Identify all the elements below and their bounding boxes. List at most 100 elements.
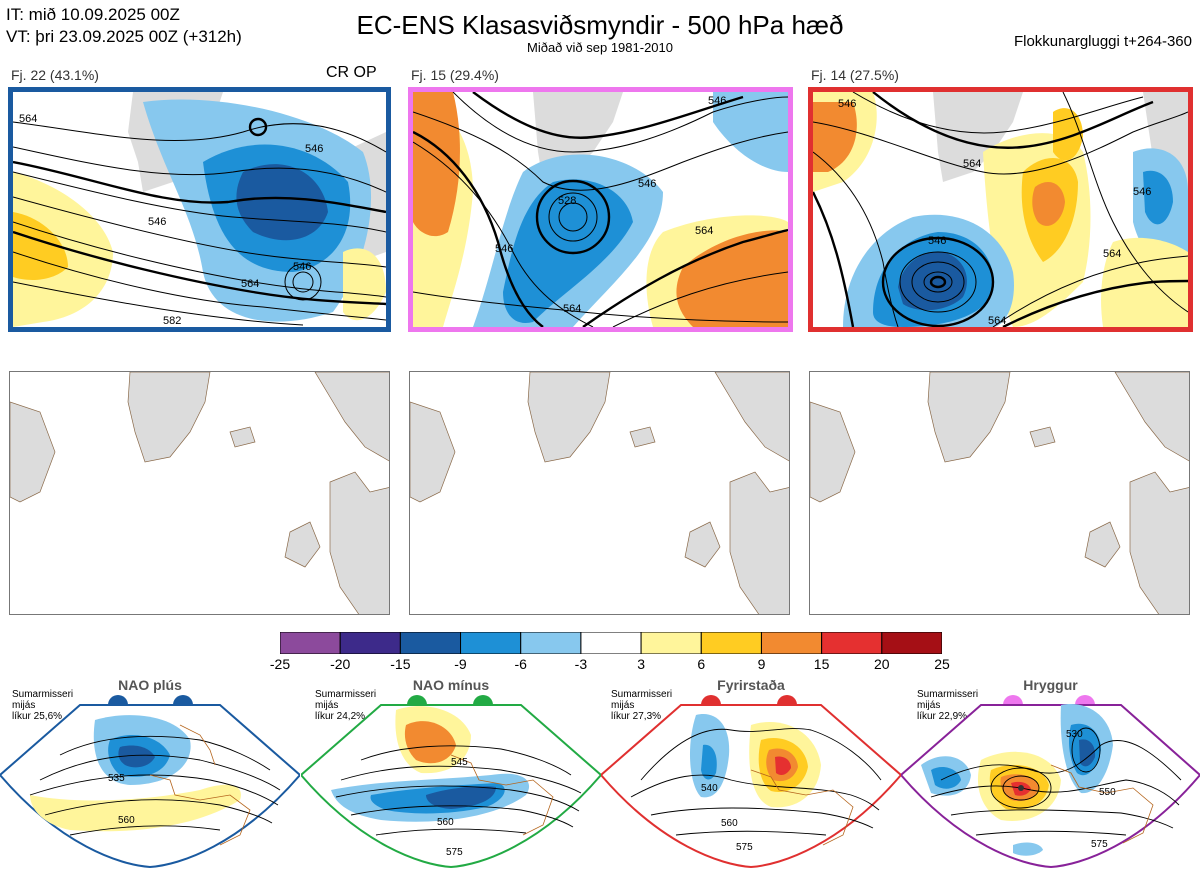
contour-label: 535 [108,773,125,784]
colorbar-segment [520,631,582,655]
regime-probability: líkur 27,3% [611,711,662,722]
colorbar-tick-label: 20 [874,656,890,672]
colorbar-tick-label: 3 [637,656,645,672]
regime-period: mijás [611,700,635,711]
contour-label: 564 [1103,248,1121,260]
contour-label: 546 [638,178,656,190]
regime-probability: líkur 22,9% [917,711,968,722]
regime-map-2: 545 560 575 [301,704,601,869]
regime-map-4: 530 550 575 [901,704,1200,869]
colorbar-segment [881,631,943,655]
colorbar-tick-label: -25 [269,656,291,672]
contour-label: 546 [148,216,166,228]
regime-period: mijás [315,700,339,711]
cluster-map-3: 546 564 546 564 546 564 [808,87,1193,332]
base-map-2 [409,371,790,615]
regime-probability: líkur 25,6% [12,711,63,722]
colorbar-segment [399,631,462,655]
regime-ridge: Sumarmisseri mijás líkur 22,9% Hryggur [901,675,1200,871]
cluster-map-1: 564 546 546 564 546 582 [8,87,391,332]
cluster-caption: Fj. 14 (27.5%) [811,67,899,83]
regime-map-1: 535 560 [0,704,300,869]
window-label: Flokkunargluggi t+264-360 [1013,33,1192,50]
regime-nao-minus: Sumarmisseri mijás líkur 24,2% NAO mínus [301,675,601,871]
contour-label: 564 [695,225,713,237]
colorbar-svg [279,631,943,655]
colorbar-tick-label: 9 [757,656,766,672]
regime-name: Fyrirstaða [717,677,785,693]
contour-label: 546 [305,143,323,155]
page-subtitle: Miðað við sep 1981-2010 [527,40,673,55]
contour-label: 582 [163,315,181,327]
colorbar-segment [580,631,642,655]
cluster-map-3-svg: 546 564 546 564 546 564 [813,92,1188,327]
contour-label: 546 [495,243,513,255]
regime-name: Hryggur [1023,677,1078,693]
regime-blocking: Sumarmisseri mijás líkur 27,3% Fyrirstað… [601,675,901,871]
contour-label: 560 [118,815,135,826]
colorbar-segment [760,631,823,655]
regime-name: NAO mínus [412,677,490,693]
base-map-3-svg [810,372,1189,614]
colorbar-tick-label: -9 [454,656,467,672]
base-map-3 [809,371,1190,615]
contour-label: 546 [708,95,726,107]
contour-label: 546 [838,98,856,110]
contour-label: 564 [19,113,37,125]
contour-label: 564 [963,158,981,170]
colorbar-tick-label: -15 [390,656,411,672]
contour-label: 528 [558,195,576,207]
contour-label: 575 [736,842,753,853]
page-title: EC-ENS Klasasviðsmyndir - 500 hPa hæð [356,10,844,40]
contour-label: 540 [701,783,718,794]
vt-line: VT: þri 23.09.2025 00Z (+312h) [6,27,242,46]
colorbar-segment [339,631,401,655]
cluster-map-1-svg: 564 546 546 564 546 582 [13,92,386,327]
regime-period: mijás [917,700,941,711]
colorbar-tick-label: 25 [934,656,950,672]
colorbar-segment [640,631,702,655]
contour-label: 575 [446,847,463,858]
regime-probability: líkur 24,2% [315,711,366,722]
colorbar-tick-label: -6 [514,656,527,672]
regime-season: Sumarmisseri [611,689,673,700]
colorbar-segment [279,631,341,655]
regime-map-3: 540 560 575 [601,704,901,869]
regime-period: mijás [12,700,36,711]
base-map-1-svg [10,372,389,614]
colorbar-segment [700,631,762,655]
base-map-1 [9,371,390,615]
contour-label: 546 [1133,186,1151,198]
contour-label: 545 [451,757,468,768]
colorbar-tick-label: 6 [697,656,706,672]
colorbar-tick-label: 15 [813,656,830,672]
cluster-marker: CR OP [326,64,377,81]
colorbar-segment [460,631,522,655]
contour-label: 530 [1066,729,1083,740]
contour-label: 564 [988,315,1006,327]
contour-label: 546 [928,235,946,247]
colorbar [279,631,943,655]
regime-nao-plus: Sumarmisseri mijás líkur 25,6% NAO plús [0,675,300,871]
cluster-map-2: 528 546 546 564 564 546 [408,87,793,332]
contour-label: 550 [1099,787,1116,798]
it-line: IT: mið 10.09.2025 00Z [6,5,180,24]
colorbar-segment [821,631,883,655]
header-info: IT: mið 10.09.2025 00Z VT: þri 23.09.202… [6,4,242,48]
regime-season: Sumarmisseri [12,689,74,700]
contour-label: 560 [721,818,738,829]
cluster-caption: Fj. 15 (29.4%) [411,67,499,83]
contour-label: 575 [1091,839,1108,850]
contour-label: 564 [241,278,259,290]
colorbar-tick-label: -20 [330,656,351,672]
contour-label: 546 [293,261,311,273]
contour-label: 560 [437,817,454,828]
regime-name: NAO plús [118,677,182,693]
regime-season: Sumarmisseri [917,689,979,700]
colorbar-ticks: -25 -20 -15 -9 -6 -3 3 6 9 15 20 25 [260,656,962,674]
colorbar-tick-label: -3 [574,656,588,672]
base-map-2-svg [410,372,789,614]
cluster-map-2-svg: 528 546 546 564 564 546 [413,92,788,327]
cluster-caption: Fj. 22 (43.1%) [11,67,99,83]
regime-season: Sumarmisseri [315,689,377,700]
